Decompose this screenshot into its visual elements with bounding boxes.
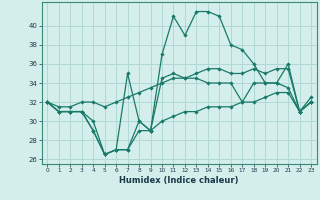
X-axis label: Humidex (Indice chaleur): Humidex (Indice chaleur) — [119, 176, 239, 185]
